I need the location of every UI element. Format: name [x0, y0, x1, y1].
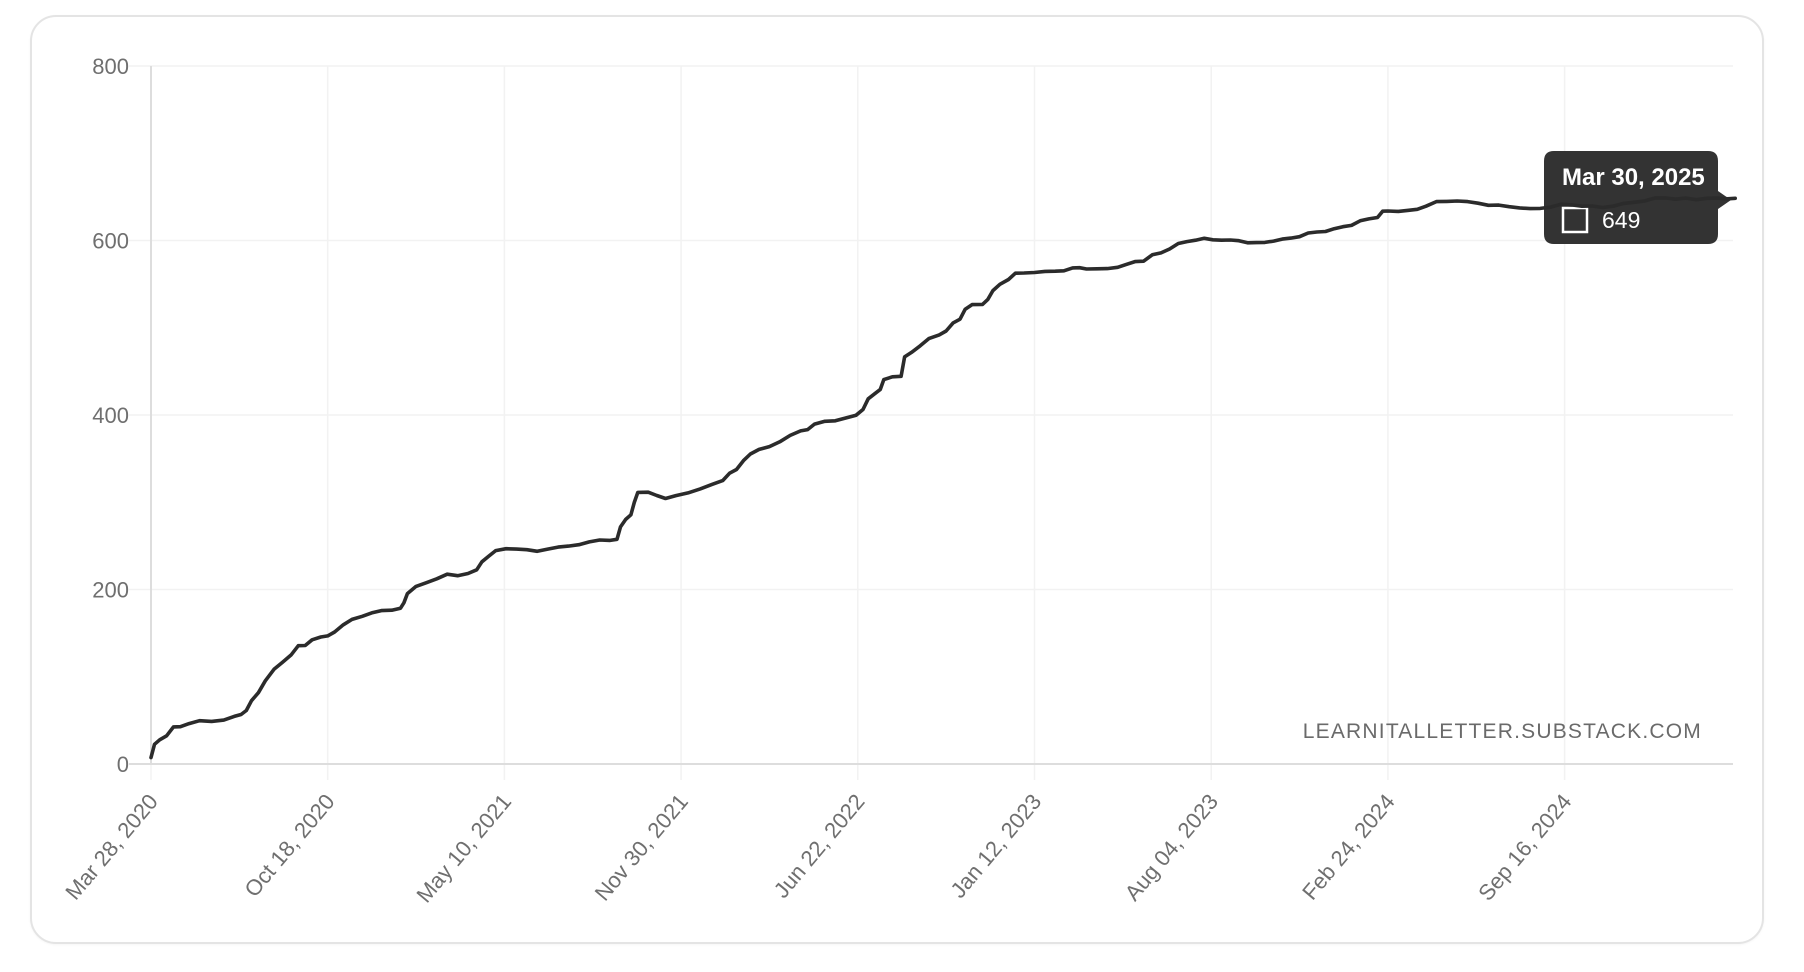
x-tick-label: Sep 16, 2024 — [1473, 789, 1576, 905]
y-tick-label: 200 — [92, 578, 129, 603]
y-tick-label: 400 — [92, 403, 129, 428]
data-line[interactable] — [149, 196, 1737, 760]
x-tick-label: Jan 12, 2023 — [945, 789, 1046, 903]
x-tick-label: Mar 28, 2020 — [60, 789, 162, 904]
y-tick-label: 800 — [92, 54, 129, 79]
x-tick-label: Jun 22, 2022 — [769, 789, 870, 903]
axes — [129, 66, 1733, 765]
tooltip-value: 649 — [1602, 207, 1640, 233]
x-tick-label: Oct 18, 2020 — [239, 789, 339, 902]
y-tick-label: 0 — [117, 752, 129, 777]
tooltip: Mar 30, 2025 649 — [1544, 151, 1731, 244]
tooltip-box — [1544, 151, 1731, 244]
tooltip-series-swatch-icon — [1561, 206, 1589, 234]
x-tick-label: Aug 04, 2023 — [1120, 789, 1223, 905]
y-axis-ticks: 0 200 400 600 800 — [92, 54, 129, 777]
chart-card — [30, 15, 1764, 944]
x-tick-label: May 10, 2021 — [411, 789, 516, 907]
x-axis-ticks: Mar 28, 2020 Oct 18, 2020 May 10, 2021 Nov … — [60, 789, 1576, 907]
gridlines — [129, 65, 1733, 780]
x-tick-label: Feb 24, 2024 — [1297, 789, 1400, 904]
tooltip-date: Mar 30, 2025 — [1562, 164, 1705, 191]
y-tick-label: 600 — [92, 229, 129, 254]
watermark: LEARNITALLETTER.SUBSTACK.COM — [1303, 720, 1702, 743]
x-tick-label: Nov 30, 2021 — [590, 789, 693, 905]
